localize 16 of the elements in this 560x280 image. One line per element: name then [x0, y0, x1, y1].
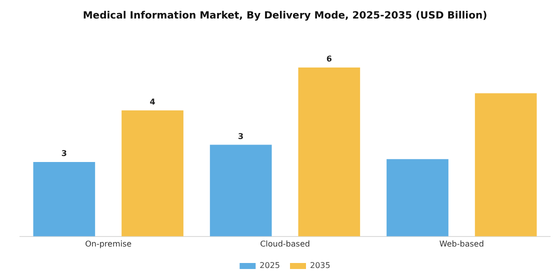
data-label: 4 — [150, 98, 156, 107]
chart-title: Medical Information Market, By Delivery Mode, 2025-2035 (USD Billion) — [82, 10, 488, 22]
data-label: 3 — [238, 132, 244, 141]
legend-label: 2035 — [310, 261, 330, 270]
x-tick-label: Cloud-based — [260, 239, 310, 248]
data-label: 3 — [61, 149, 67, 158]
bar — [386, 159, 448, 236]
bar — [33, 162, 96, 236]
x-tick-label: Web-based — [439, 239, 484, 248]
data-label: 6 — [326, 54, 332, 64]
bar — [122, 110, 184, 236]
legend-label: 2025 — [260, 261, 280, 270]
bar — [210, 144, 272, 236]
x-tick-label: On-premise — [85, 239, 132, 248]
bar — [474, 93, 537, 236]
bar — [298, 67, 360, 236]
